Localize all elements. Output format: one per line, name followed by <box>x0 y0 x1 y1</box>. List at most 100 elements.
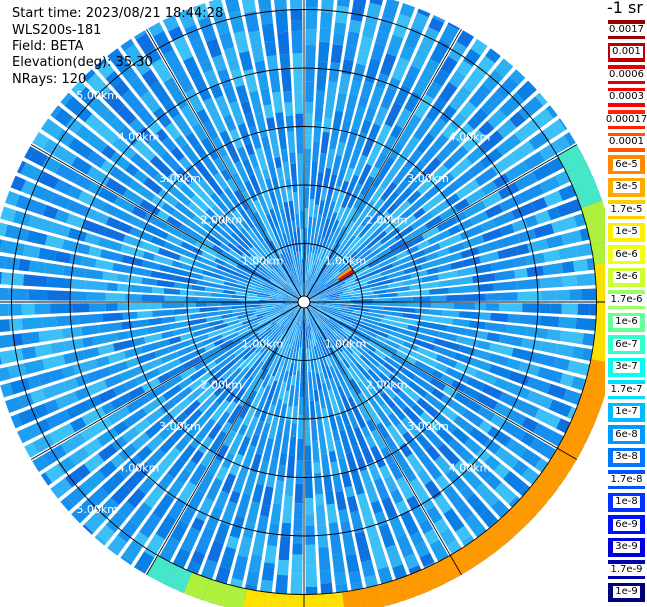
range-gate <box>241 253 256 266</box>
range-gate <box>492 153 517 175</box>
range-gate <box>253 211 268 233</box>
range-gate <box>464 437 483 456</box>
range-gate <box>418 519 434 535</box>
range-gate <box>292 53 303 77</box>
range-gate <box>86 208 109 225</box>
range-gate <box>134 551 155 574</box>
colorbar-cell: 0.0017 <box>607 19 646 40</box>
range-gate <box>249 255 262 266</box>
range-gate <box>470 38 488 56</box>
range-gate <box>194 414 209 430</box>
range-gate <box>322 205 329 218</box>
range-gate <box>282 283 293 293</box>
range-gate <box>458 311 479 320</box>
range-gate <box>346 31 360 47</box>
range-gate <box>245 416 259 439</box>
range-gate <box>321 454 331 477</box>
range-gate <box>117 303 129 311</box>
range-gate <box>49 368 65 382</box>
range-gate <box>336 167 347 187</box>
range-gate <box>40 472 53 486</box>
range-gate <box>164 295 186 302</box>
range-gate <box>497 119 517 139</box>
range-gate <box>391 297 413 302</box>
range-gate <box>426 506 443 524</box>
range-gate <box>151 58 173 83</box>
range-gate <box>96 524 115 543</box>
range-gate <box>78 313 103 325</box>
range-gate <box>451 427 470 445</box>
range-gate <box>188 323 209 332</box>
range-gate <box>404 170 417 184</box>
range-gate <box>320 131 330 154</box>
range-gate <box>192 76 212 102</box>
range-gate <box>307 286 326 300</box>
range-gate <box>167 340 191 353</box>
range-gate <box>440 374 455 386</box>
range-gate <box>225 0 241 14</box>
range-gate <box>196 108 211 125</box>
range-gate <box>61 239 80 253</box>
range-gate <box>85 132 108 153</box>
range-gate <box>82 524 94 535</box>
range-gate <box>248 263 261 273</box>
range-gate <box>472 273 496 284</box>
range-gate <box>315 504 326 526</box>
range-gate <box>416 434 432 451</box>
range-gate <box>107 535 127 556</box>
colorbar-cell: 3e-8 <box>607 446 646 468</box>
range-gate <box>241 263 260 275</box>
range-gate <box>563 132 576 147</box>
edge-band-segment <box>594 262 605 283</box>
colorbar-tick-label: 1.7e-5 <box>608 203 645 216</box>
range-gate <box>403 341 419 352</box>
range-gate <box>131 432 151 451</box>
range-gate <box>88 246 102 258</box>
range-gate <box>237 327 249 335</box>
range-gate <box>308 298 327 302</box>
range-gate <box>293 231 299 253</box>
range-gate <box>274 259 289 280</box>
range-gate <box>486 332 501 343</box>
range-gate <box>126 488 146 509</box>
range-gate <box>214 522 230 544</box>
range-gate <box>317 289 327 296</box>
range-gate <box>336 335 354 355</box>
range-gate <box>163 374 183 390</box>
range-gate <box>4 256 20 271</box>
range-gate <box>457 218 474 232</box>
range-gate <box>357 320 378 330</box>
range-gate <box>496 233 521 249</box>
range-gate <box>263 104 274 119</box>
range-gate <box>268 128 278 146</box>
range-gate <box>373 477 390 501</box>
range-gate <box>391 331 416 344</box>
range-gate <box>0 206 17 223</box>
range-gate <box>324 231 335 250</box>
range-gate <box>249 329 268 345</box>
range-gate <box>576 273 594 286</box>
range-gate <box>397 291 416 297</box>
range-gate <box>301 306 304 329</box>
range-gate <box>380 266 400 277</box>
range-gate <box>293 519 303 532</box>
range-gate <box>210 348 227 361</box>
range-gate <box>191 194 210 213</box>
range-gate <box>406 495 420 510</box>
range-gate <box>358 548 372 563</box>
edge-band-segment <box>590 242 605 264</box>
range-gate <box>194 160 213 182</box>
range-gate <box>356 456 368 472</box>
colorbar-tick-label: 0.00017 <box>603 113 647 126</box>
range-gate <box>334 281 346 288</box>
colorbar-tick-label: 6e-7 <box>613 338 640 351</box>
range-gate <box>369 205 388 225</box>
range-gate <box>223 281 246 290</box>
range-gate <box>498 334 524 347</box>
range-gate <box>506 382 531 400</box>
range-gate <box>283 304 301 320</box>
range-gate <box>321 273 329 282</box>
range-gate <box>413 207 426 220</box>
range-gate <box>256 312 268 317</box>
range-gate <box>245 570 260 586</box>
